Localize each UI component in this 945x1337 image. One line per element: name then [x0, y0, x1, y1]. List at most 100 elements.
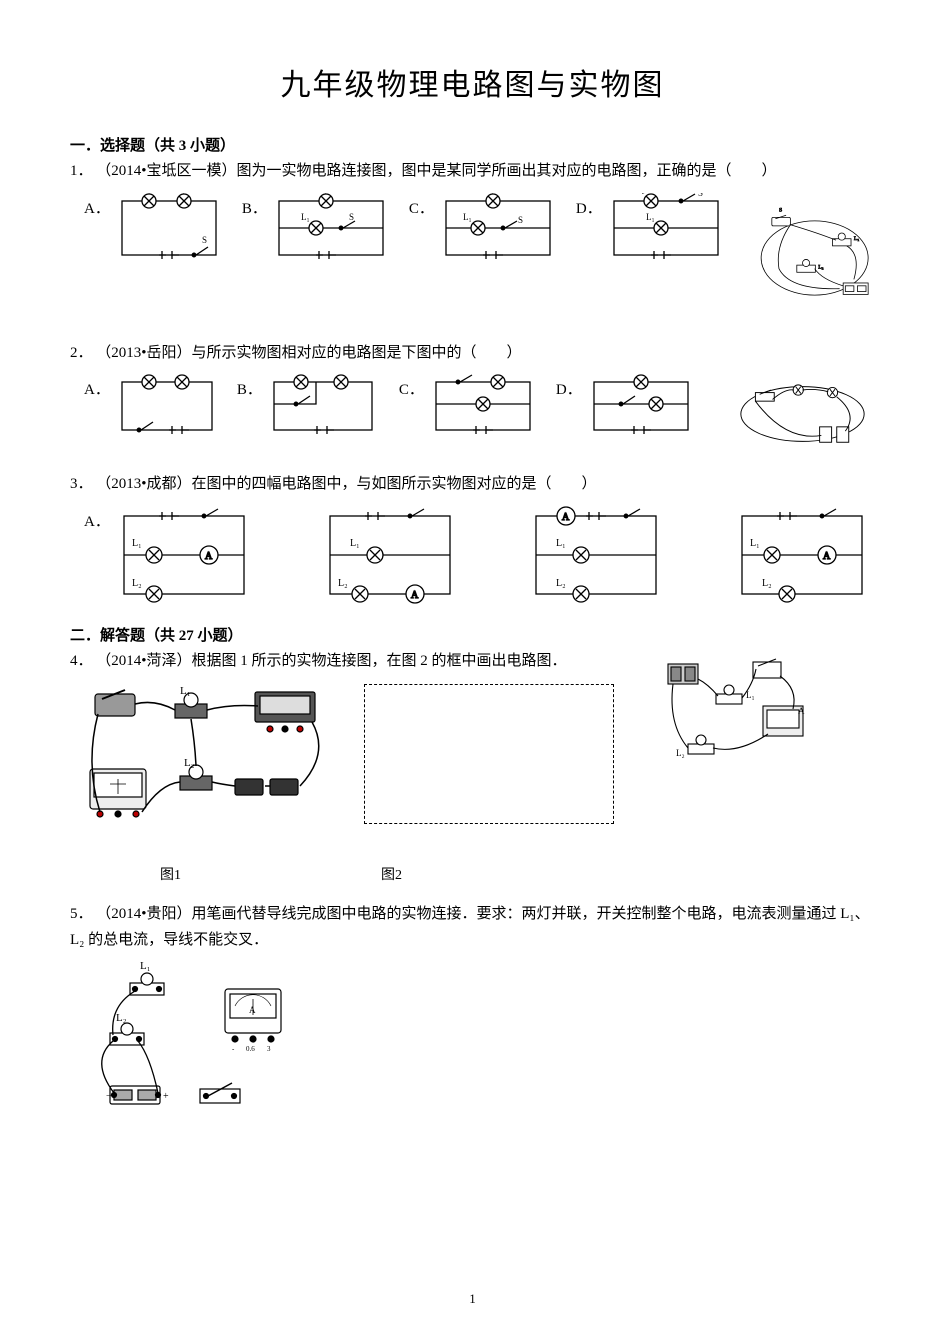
option-label: B． — [242, 193, 267, 218]
option-label: B． — [237, 374, 262, 399]
bulb-label: L₂ — [486, 193, 495, 194]
physical-circuit-icon — [734, 374, 875, 454]
svg-text:−: − — [106, 1091, 112, 1102]
circuit-diagram-icon — [266, 374, 381, 440]
svg-text:A: A — [798, 706, 805, 716]
bulb-label: L₂ — [132, 578, 142, 589]
question-1: 1． （2014•宝坻区一模）图为一实物电路连接图，图中是某同学所画出其对应的电… — [70, 159, 875, 185]
bulb-label: L₁ — [142, 193, 151, 194]
bulb-label: L₁ — [301, 212, 310, 222]
option-label: C． — [409, 193, 434, 218]
q1-option-a: A． L₁ L₂ S — [84, 193, 224, 269]
q3-option-a: A． A L₁ L₂ — [84, 506, 254, 606]
q4-figures: L₁ L₂ — [80, 684, 875, 844]
q3-option-d: A L₁ L₂ — [706, 506, 872, 606]
option-label: C． — [399, 374, 424, 399]
q2-option-b: B． — [237, 374, 381, 440]
circuit-diagram-icon: A L₁ L₂ — [526, 506, 666, 606]
switch-label: S — [518, 215, 523, 225]
bulb-label: L₂ — [636, 193, 645, 194]
circuit-diagram-icon — [114, 374, 219, 440]
svg-text:S: S — [779, 207, 782, 213]
q4-text: （2014•菏泽）根据图 1 所示的实物连接图，在图 2 的框中画出电路图． — [96, 653, 566, 669]
circuit-diagram-icon: A L₁ L₂ — [114, 506, 254, 606]
svg-text:L₂: L₂ — [116, 1012, 127, 1024]
physical-circuit-small: L₁ A L₂ — [658, 654, 818, 784]
bulb-label: L₂ — [338, 578, 348, 589]
q5-text: （2014•贵阳）用笔画代替导线完成图中电路的实物连接．要求：两灯并联，开关控制… — [70, 906, 870, 948]
option-label: A． — [84, 374, 110, 399]
option-label: A． — [84, 193, 110, 218]
fig1-label: 图1 — [160, 864, 181, 884]
svg-text:L₂: L₂ — [676, 748, 685, 758]
circuit-diagram-icon — [586, 374, 696, 440]
svg-text:L₁: L₁ — [854, 236, 859, 242]
q2-option-a: A． — [84, 374, 219, 440]
bulb-label: L₁ — [463, 212, 472, 222]
switch-label: S — [202, 235, 207, 245]
physical-circuit-figure-1: L₁ L₂ — [80, 684, 340, 844]
page-number: 1 — [469, 1291, 476, 1307]
svg-text:L₁: L₁ — [746, 690, 755, 700]
bulb-label: L₂ — [177, 193, 186, 194]
circuit-diagram-icon: A L₁ L₂ — [320, 506, 460, 606]
question-2: 2． （2013•岳阳）与所示实物图相对应的电路图是下图中的（ ） — [70, 341, 875, 367]
question-5: 5． （2014•贵阳）用笔画代替导线完成图中电路的实物连接．要求：两灯并联，开… — [70, 902, 875, 953]
q1-option-b: B． L₂ L₁ S — [242, 193, 391, 269]
page-title: 九年级物理电路图与实物图 — [70, 60, 875, 104]
q1-option-c: C． L₂ L₁ S — [409, 193, 558, 269]
svg-text:A: A — [205, 551, 213, 562]
q2-text: （2013•岳阳）与所示实物图相对应的电路图是下图中的（ ） — [96, 345, 521, 361]
svg-text:+: + — [163, 1091, 169, 1102]
svg-text:-: - — [232, 1045, 235, 1053]
figure-labels: 图1 图2 — [160, 864, 875, 884]
q2-option-d: D． — [556, 374, 696, 440]
question-3: 3． （2013•成都）在图中的四幅电路图中，与如图所示实物图对应的是（ ） — [70, 472, 875, 498]
q5-number: 5． — [70, 906, 93, 922]
switch-label: S — [349, 212, 354, 222]
answer-box — [364, 684, 614, 824]
q3-options: A． A L₁ L₂ A — [84, 506, 875, 606]
circuit-diagram-icon: L₂ L₁ S — [438, 193, 558, 269]
circuit-diagram-icon — [428, 374, 538, 440]
q3-option-b: A L₁ L₂ — [294, 506, 460, 606]
svg-text:L₁: L₁ — [140, 961, 151, 972]
option-label — [500, 506, 522, 510]
svg-text:A: A — [823, 551, 831, 562]
bulb-label: L₂ — [556, 578, 566, 589]
svg-text:L₂: L₂ — [818, 264, 823, 270]
bulb-label: L₁ — [750, 538, 760, 549]
circuit-diagram-icon: L₁ L₂ S — [114, 193, 224, 269]
svg-text:A: A — [562, 512, 570, 523]
section-1-header: 一．选择题（共 3 小题） — [70, 134, 875, 155]
q3-option-c: A L₁ L₂ — [500, 506, 666, 606]
q2-options: A． B． C． — [84, 374, 875, 454]
option-label — [706, 506, 728, 510]
q2-number: 2． — [70, 345, 93, 361]
physical-circuit-icon: S L₁ L₂ — [754, 193, 875, 323]
q1-number: 1． — [70, 163, 93, 179]
q2-option-c: C． — [399, 374, 538, 440]
circuit-diagram-icon: L₂ L₁ S — [271, 193, 391, 269]
q1-options: A． L₁ L₂ S B． L₂ L — [84, 193, 875, 323]
fig2-label: 图2 — [381, 864, 402, 884]
section-2-header: 二．解答题（共 27 小题） — [70, 624, 875, 645]
svg-text:A: A — [411, 590, 419, 601]
option-label: D． — [556, 374, 582, 399]
bulb-label: L₂ — [319, 193, 328, 194]
svg-text:L₂: L₂ — [184, 757, 195, 769]
circuit-diagram-icon: L₂ L₁ S — [606, 193, 726, 269]
q3-number: 3． — [70, 476, 93, 492]
option-label: D． — [576, 193, 602, 218]
bulb-label: L₁ — [646, 212, 655, 222]
svg-text:3: 3 — [267, 1045, 271, 1053]
bulb-label: L₂ — [762, 578, 772, 589]
q3-text: （2013•成都）在图中的四幅电路图中，与如图所示实物图对应的是（ ） — [96, 476, 596, 492]
physical-circuit-q5: L₁ A - 0.6 3 L₂ − + — [80, 961, 310, 1131]
circuit-diagram-icon: A L₁ L₂ — [732, 506, 872, 606]
switch-label: S — [698, 193, 703, 198]
svg-text:A: A — [249, 1005, 256, 1015]
bulb-label: L₁ — [132, 538, 142, 549]
option-label — [294, 506, 316, 510]
svg-text:L₁: L₁ — [180, 685, 191, 697]
